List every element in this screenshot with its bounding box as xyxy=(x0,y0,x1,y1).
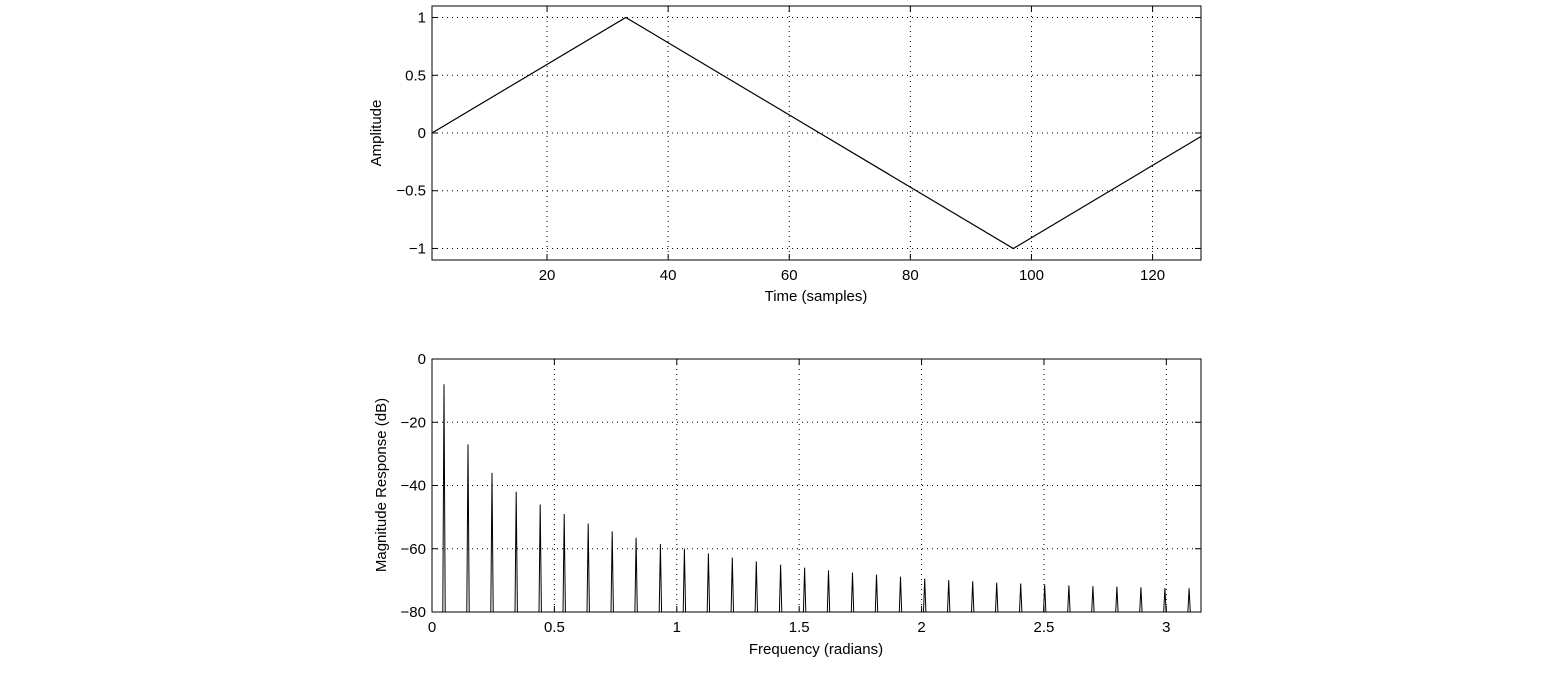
magnitude-peak xyxy=(754,561,758,613)
x-tick-label: 2.5 xyxy=(1034,619,1055,636)
magnitude-peak xyxy=(490,472,494,613)
magnitude-peak xyxy=(466,444,470,613)
x-tick-label: 100 xyxy=(1019,267,1044,284)
magnitude-peak xyxy=(730,557,734,613)
time-plot-y-tick-labels: −1 −0.5 0 0.5 1 xyxy=(396,10,426,258)
magnitude-peak xyxy=(971,581,975,613)
time-plot-x-tick-labels: 20 40 60 80 100 120 xyxy=(539,267,1165,284)
magnitude-peak xyxy=(1115,586,1119,613)
time-domain-plot: 20 40 60 80 100 120 −1 −0.5 0 0.5 1 Time (samples… xyxy=(368,5,1202,305)
magnitude-plot-y-axis-label: Magnitude Response (dB) xyxy=(373,398,390,572)
magnitude-peak xyxy=(850,572,855,613)
magnitude-peak xyxy=(634,537,638,613)
magnitude-response-plot: 0 0.5 1 1.5 2 2.5 3 −80 −60 −40 −20 0 Frequency (r… xyxy=(373,351,1202,658)
magnitude-plot-grid xyxy=(432,359,1201,612)
magnitude-plot-x-axis-label: Frequency (radians) xyxy=(749,641,883,658)
x-tick-label: 0 xyxy=(428,619,436,636)
magnitude-peak xyxy=(682,548,687,613)
y-tick-label: −0.5 xyxy=(396,183,426,200)
magnitude-peak xyxy=(802,567,807,613)
magnitude-peak xyxy=(898,576,903,613)
time-plot-x-axis-label: Time (samples) xyxy=(765,288,868,305)
y-tick-label: −20 xyxy=(401,414,426,431)
magnitude-plot-x-tick-labels: 0 0.5 1 1.5 2 2.5 3 xyxy=(428,619,1171,636)
y-tick-label: 0 xyxy=(418,351,426,368)
magnitude-stems xyxy=(442,384,1191,613)
x-tick-label: 20 xyxy=(539,267,556,284)
magnitude-peak xyxy=(610,531,614,613)
y-tick-label: −60 xyxy=(401,541,426,558)
magnitude-peak xyxy=(778,564,783,613)
y-tick-label: 1 xyxy=(418,10,426,27)
magnitude-peak xyxy=(1019,583,1023,613)
magnitude-peak xyxy=(923,578,927,613)
x-tick-label: 40 xyxy=(660,267,677,284)
x-tick-label: 2 xyxy=(917,619,925,636)
magnitude-peak xyxy=(562,513,566,613)
x-tick-label: 80 xyxy=(902,267,919,284)
magnitude-peak xyxy=(1139,587,1143,613)
x-tick-label: 120 xyxy=(1140,267,1165,284)
magnitude-plot-y-tick-labels: −80 −60 −40 −20 0 xyxy=(401,351,426,621)
time-plot-y-axis-label: Amplitude xyxy=(368,100,385,167)
magnitude-peak xyxy=(1163,587,1167,613)
magnitude-peak xyxy=(538,504,542,613)
y-tick-label: 0.5 xyxy=(405,67,426,84)
magnitude-peak xyxy=(947,580,951,613)
magnitude-peak xyxy=(706,553,711,613)
x-tick-label: 60 xyxy=(781,267,798,284)
y-tick-label: 0 xyxy=(418,125,426,142)
time-plot-grid xyxy=(432,6,1201,260)
time-plot-ticks xyxy=(432,6,1201,260)
magnitude-peak xyxy=(586,523,590,613)
x-tick-label: 0.5 xyxy=(544,619,565,636)
x-tick-label: 3 xyxy=(1162,619,1170,636)
magnitude-peak xyxy=(1043,584,1047,613)
x-tick-label: 1 xyxy=(673,619,681,636)
magnitude-peak xyxy=(1067,585,1071,613)
magnitude-peak xyxy=(826,570,831,613)
magnitude-peak xyxy=(514,491,518,613)
magnitude-peak xyxy=(1091,586,1095,613)
x-tick-label: 1.5 xyxy=(789,619,810,636)
y-tick-label: −80 xyxy=(401,604,426,621)
waveform-line xyxy=(431,16,1202,250)
magnitude-peak xyxy=(1187,588,1191,613)
magnitude-peak xyxy=(874,574,879,613)
y-tick-label: −40 xyxy=(401,478,426,495)
magnitude-peak xyxy=(658,543,663,613)
magnitude-peak xyxy=(442,384,446,613)
magnitude-peak xyxy=(995,582,999,613)
y-tick-label: −1 xyxy=(409,240,426,257)
